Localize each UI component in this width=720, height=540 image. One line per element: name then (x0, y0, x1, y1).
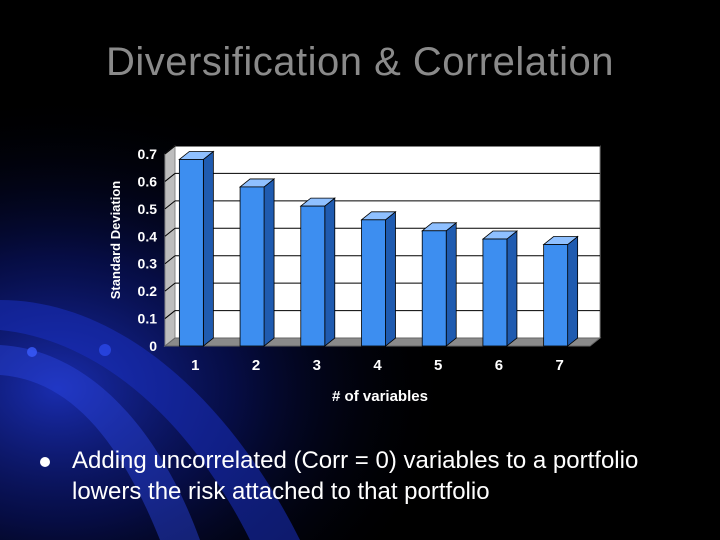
y-tick-label: 0.7 (138, 146, 158, 162)
x-tick-label: 5 (434, 357, 442, 374)
gridline-side (164, 227, 176, 237)
bar (421, 230, 447, 347)
x-tick-label: 4 (373, 357, 382, 374)
y-tick-label: 0.5 (138, 201, 158, 217)
bar-side (324, 197, 336, 347)
gridline-side (164, 173, 176, 182)
bar (482, 238, 508, 347)
bar (239, 186, 265, 347)
gridline-side (164, 200, 176, 210)
bar-side (202, 150, 214, 347)
y-tick-label: 0.3 (138, 256, 158, 272)
gridline-side (164, 255, 176, 265)
bar (300, 205, 326, 347)
bar (543, 244, 569, 347)
bar-side (385, 210, 396, 347)
y-tick-label: 0.1 (138, 311, 158, 327)
y-tick-label: 0.4 (138, 228, 158, 244)
bar (178, 159, 204, 347)
y-tick-label: 0.2 (138, 283, 158, 299)
bullet-text: Adding uncorrelated (Corr = 0) variables… (72, 447, 639, 505)
gridline-side (164, 282, 176, 292)
plot-side-wall (164, 144, 176, 348)
bar-chart: Standard Deviation # of variables 0 0.1 0.… (108, 144, 602, 405)
bar (361, 219, 386, 347)
gridline-side (164, 310, 176, 319)
x-tick-label: 2 (252, 357, 260, 374)
bar-side (567, 235, 579, 347)
x-tick-label: 6 (495, 357, 503, 374)
x-tick-label: 7 (555, 357, 563, 374)
slide-title: Diversification & Correlation (105, 40, 614, 84)
bar-side (263, 178, 275, 347)
bar-side (506, 230, 518, 347)
bullet-icon (40, 457, 50, 467)
bar-side (445, 221, 457, 347)
bullet-item: Adding uncorrelated (Corr = 0) variables… (40, 445, 700, 507)
x-axis-label: # of variables (332, 388, 428, 405)
x-tick-label: 1 (191, 357, 199, 374)
x-tick-label: 3 (313, 357, 321, 374)
y-tick-label: 0.6 (138, 173, 158, 189)
y-axis-label: Standard Deviation (108, 181, 123, 300)
gridline-side (164, 145, 176, 155)
y-tick-label: 0 (149, 338, 157, 354)
